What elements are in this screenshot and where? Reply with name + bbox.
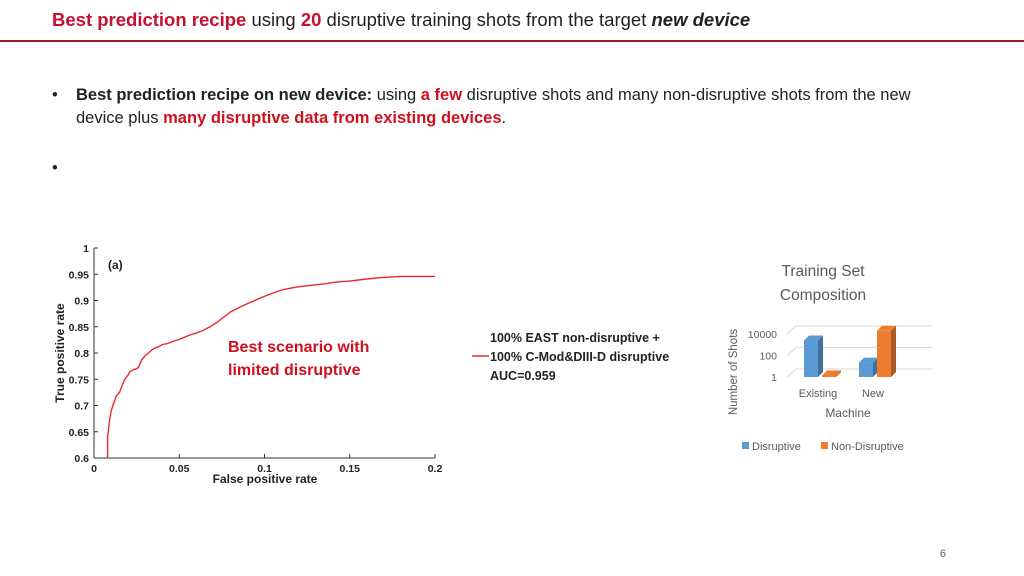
- bar-category-label: New: [862, 388, 884, 400]
- bar-legend-swatch: [821, 442, 828, 449]
- title-part-1: Best prediction recipe: [52, 9, 247, 30]
- bar-chart-title-line-1: Training Set: [782, 263, 866, 280]
- roc-x-tick-label: 0.05: [169, 463, 190, 475]
- bar-category-label: Existing: [799, 388, 838, 400]
- bar-y-tick-label: 1: [771, 372, 777, 384]
- bullet-item-2: •: [52, 157, 952, 180]
- roc-y-tick-label: 0.65: [69, 427, 90, 439]
- roc-annotation-line: Best scenario with: [228, 339, 369, 356]
- bullet-1-text-1: using: [372, 86, 421, 104]
- roc-x-axis-label: False positive rate: [213, 472, 318, 486]
- bullet-1-highlight-1: a few: [420, 86, 463, 104]
- bullet-1-highlight-2: many disruptive data from existing devic…: [163, 109, 502, 127]
- bar-y-tick-label: 10000: [748, 329, 777, 341]
- roc-x-tick-label: 0: [91, 463, 97, 475]
- bar-existing-disruptive: [804, 335, 823, 377]
- bar-y-axis-label: Number of Shots: [728, 329, 740, 416]
- bullet-glyph-2: •: [52, 159, 58, 177]
- bullet-1-text-3: .: [501, 109, 507, 127]
- roc-y-tick-label: 0.95: [69, 269, 90, 281]
- roc-y-tick-label: 0.75: [69, 374, 90, 386]
- bar-x-axis-label: Machine: [825, 406, 871, 420]
- roc-x-tick-label: 0.15: [340, 463, 361, 475]
- roc-annotation-line: limited disruptive: [228, 362, 361, 379]
- title-part-2: using: [246, 9, 301, 30]
- roc-legend-line: AUC=0.959: [490, 369, 556, 383]
- page-number: 6: [939, 548, 946, 560]
- bar-chart-title-line-2: Composition: [780, 287, 866, 304]
- bar-y-tick-label: 100: [759, 351, 777, 363]
- title-divider: [0, 40, 1024, 42]
- roc-y-tick-label: 0.7: [74, 401, 89, 413]
- roc-legend-line: 100% EAST non-disruptive +: [490, 331, 660, 345]
- bar-legend-label: Disruptive: [752, 441, 801, 453]
- roc-y-axis-label: True positive rate: [53, 303, 67, 403]
- roc-x-tick-label: 0.1: [257, 463, 272, 475]
- roc-y-tick-label: 0.9: [74, 296, 89, 308]
- title-part-4: disruptive training shots from the targe…: [321, 9, 652, 30]
- roc-legend-line: 100% C-Mod&DIII-D disruptive: [490, 350, 669, 364]
- roc-y-tick-label: 0.8: [74, 348, 89, 360]
- roc-y-tick-label: 0.6: [74, 453, 89, 465]
- roc-panel-label: (a): [108, 258, 123, 272]
- roc-x-tick-label: 0.2: [428, 463, 443, 475]
- title-part-5: new device: [651, 9, 751, 30]
- title-part-3: 20: [300, 9, 322, 30]
- bar-legend-label: Non-Disruptive: [831, 441, 904, 453]
- bullet-list: • Best prediction recipe on new device: u…: [52, 84, 952, 180]
- slide-title: Best prediction recipe using 20 disrupti…: [52, 9, 750, 31]
- bar-legend-swatch: [742, 442, 749, 449]
- roc-y-tick-label: 0.85: [69, 322, 90, 334]
- bar-gridline: [786, 325, 932, 335]
- bullet-glyph-1: •: [52, 86, 58, 104]
- bullet-item-1: • Best prediction recipe on new device: u…: [52, 84, 952, 130]
- roc-curve: [106, 275, 435, 458]
- bar-new-disruptive: [859, 357, 878, 377]
- bar-new-non-disruptive: [877, 325, 896, 377]
- bullet-1-lead: Best prediction recipe on new device:: [76, 86, 373, 104]
- roc-y-tick-label: 1: [83, 243, 89, 255]
- bar-existing-non-disruptive: [822, 370, 841, 377]
- bullet-1-text-2: disruptive shots and many non-disruptive…: [76, 86, 911, 127]
